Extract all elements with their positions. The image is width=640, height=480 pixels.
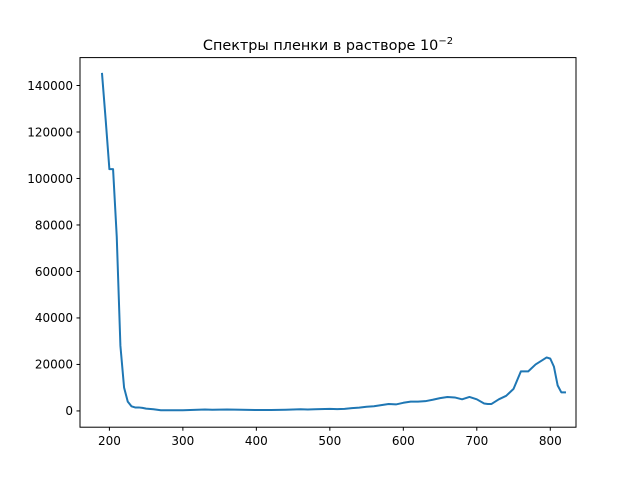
x-tick-label: 400 (245, 434, 268, 448)
y-tick-label: 40000 (35, 311, 73, 325)
axes-frame (79, 57, 577, 428)
x-tick-label: 700 (465, 434, 488, 448)
x-tick-label: 600 (392, 434, 415, 448)
x-tick-label: 200 (98, 434, 121, 448)
y-tick-label: 80000 (35, 218, 73, 232)
chart-title: Спектры пленки в растворе 10−2 (203, 36, 453, 54)
y-tick-label: 0 (65, 404, 73, 418)
chart-title-text: Спектры пленки в растворе 10 (203, 38, 438, 54)
series-line (100, 72, 566, 412)
x-tick-label: 300 (171, 434, 194, 448)
y-tick-label: 120000 (27, 125, 73, 139)
x-axis: 200 300 400 500 600 700 800 (98, 427, 562, 448)
chart-title-superscript: −2 (438, 36, 453, 47)
y-axis: 0 20000 40000 60000 80000 100000 120000 140000 (27, 79, 80, 418)
x-tick-label: 500 (318, 434, 341, 448)
plot-area (100, 72, 566, 412)
y-tick-label: 60000 (35, 265, 73, 279)
y-tick-label: 100000 (27, 172, 73, 186)
y-tick-label: 20000 (35, 358, 73, 372)
y-tick-label: 140000 (27, 79, 73, 93)
x-tick-label: 800 (539, 434, 562, 448)
